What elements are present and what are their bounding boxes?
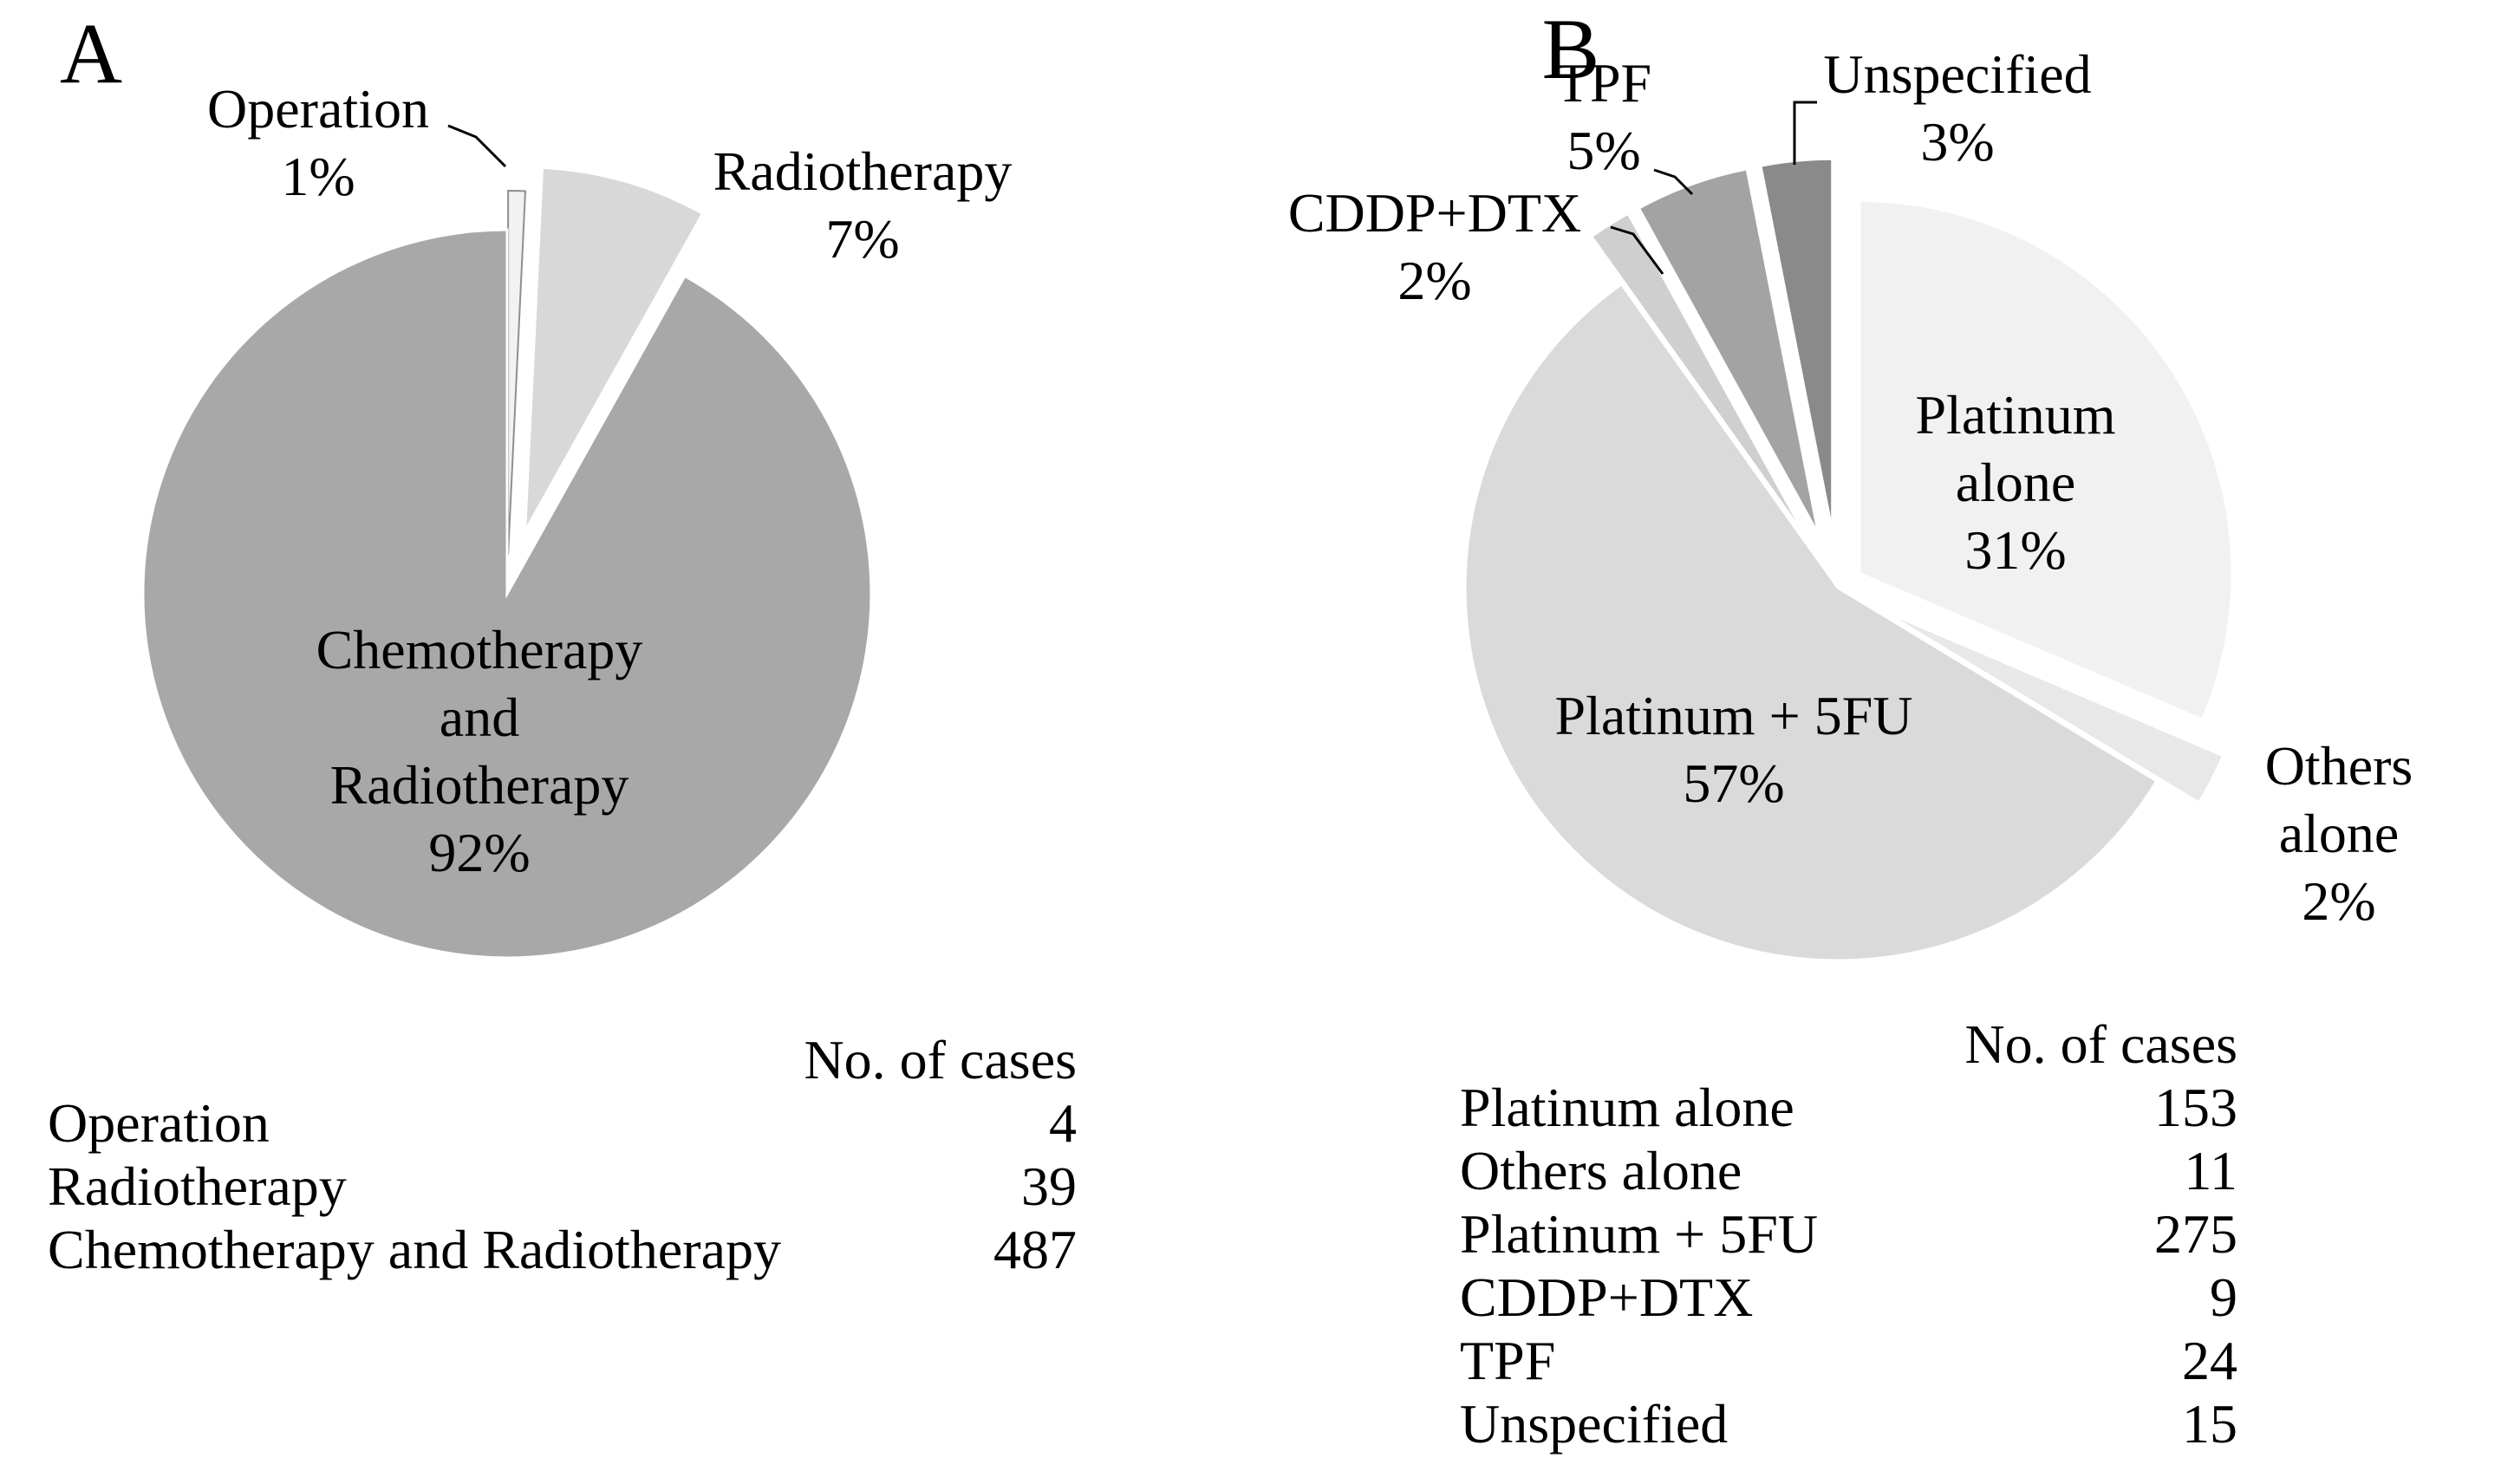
- leader-line: [1653, 168, 1694, 196]
- pie-chart-b: [1463, 101, 2234, 962]
- table-row: Platinum alone 153: [1460, 1076, 2237, 1139]
- table-cell-value: 24: [2182, 1329, 2237, 1391]
- pie-b-label-unspecified: Unspecified 3%: [1823, 42, 2092, 172]
- pie-b-label-platinum-5fu: Platinum + 5FU 57%: [1554, 684, 1913, 814]
- table-cell-label: Radiotherapy: [48, 1155, 347, 1217]
- table-row: Operation 4: [48, 1091, 1077, 1155]
- pie-slice-others-alone: [1879, 608, 2225, 805]
- table-b: No. of cases Platinum alone 153 Others a…: [1460, 1012, 2237, 1455]
- table-row: Unspecified 15: [1460, 1392, 2237, 1455]
- table-row: Platinum + 5FU 275: [1460, 1202, 2237, 1266]
- table-a: No. of cases Operation 4 Radiotherapy 39…: [48, 1028, 1077, 1281]
- table-row: Radiotherapy 39: [48, 1155, 1077, 1218]
- table-cell-value: 15: [2182, 1392, 2237, 1455]
- pie-slice-operation: [507, 189, 527, 556]
- table-cell-label: Operation: [48, 1091, 270, 1154]
- table-row: CDDP+DTX 9: [1460, 1266, 2237, 1329]
- pie-slice-platinum-alone: [1858, 199, 2234, 722]
- table-cell-label: Chemotherapy and Radiotherapy: [48, 1218, 781, 1280]
- table-cell-value: 4: [1049, 1091, 1077, 1154]
- table-cell-value: 11: [2184, 1139, 2237, 1201]
- pie-b-label-others-alone: Others alone 2%: [2264, 734, 2413, 933]
- panel-letter-b: B: [1541, 1, 1600, 97]
- leader-line: [1610, 225, 1664, 275]
- pie-slice-radiotherapy: [524, 166, 705, 532]
- table-row: Chemotherapy and Radiotherapy 487: [48, 1218, 1077, 1281]
- table-cell-label: Platinum alone: [1460, 1076, 1794, 1138]
- pie-chart-a: [141, 124, 873, 960]
- table-cell-label: CDDP+DTX: [1460, 1266, 1754, 1328]
- pie-slice-tpf: [1637, 167, 1820, 536]
- table-cell-value: 275: [2154, 1202, 2237, 1265]
- pie-a-label-radiotherapy: Radiotherapy 7%: [713, 140, 1013, 270]
- pie-slice-cddp-dtx: [1589, 212, 1809, 541]
- leader-line: [447, 124, 507, 168]
- table-cell-value: 153: [2154, 1076, 2237, 1138]
- table-a-header: No. of cases: [804, 1028, 1077, 1090]
- pie-b-label-platinum-alone: Platinum alone 31%: [1915, 383, 2116, 582]
- table-b-header: No. of cases: [1964, 1012, 2237, 1075]
- pie-a-label-operation: Operation 1%: [207, 77, 429, 207]
- table-row: Others alone 11: [1460, 1139, 2237, 1202]
- table-cell-label: Others alone: [1460, 1139, 1742, 1201]
- pie-b-label-tpf: TPF 5%: [1555, 51, 1652, 181]
- table-cell-value: 39: [1021, 1155, 1077, 1217]
- table-cell-value: 487: [993, 1218, 1077, 1280]
- panel-letter-a: A: [59, 5, 123, 101]
- leader-line: [1793, 101, 1817, 165]
- table-cell-label: Unspecified: [1460, 1392, 1729, 1455]
- pie-slice-platinum-5fu: [1463, 282, 2159, 962]
- pie-a-label-chemoradiotherapy: Chemotherapy and Radiotherapy 92%: [316, 618, 643, 884]
- pie-b-label-cddp-dtx: CDDP+DTX 2%: [1287, 181, 1582, 311]
- pie-slice-unspecified: [1759, 157, 1834, 532]
- table-cell-label: Platinum + 5FU: [1460, 1202, 1819, 1265]
- table-cell-label: TPF: [1460, 1329, 1556, 1391]
- table-row: TPF 24: [1460, 1329, 2237, 1392]
- pie-slice-chemotherapy-and-radiotherapy: [141, 228, 873, 960]
- table-cell-value: 9: [2210, 1266, 2237, 1328]
